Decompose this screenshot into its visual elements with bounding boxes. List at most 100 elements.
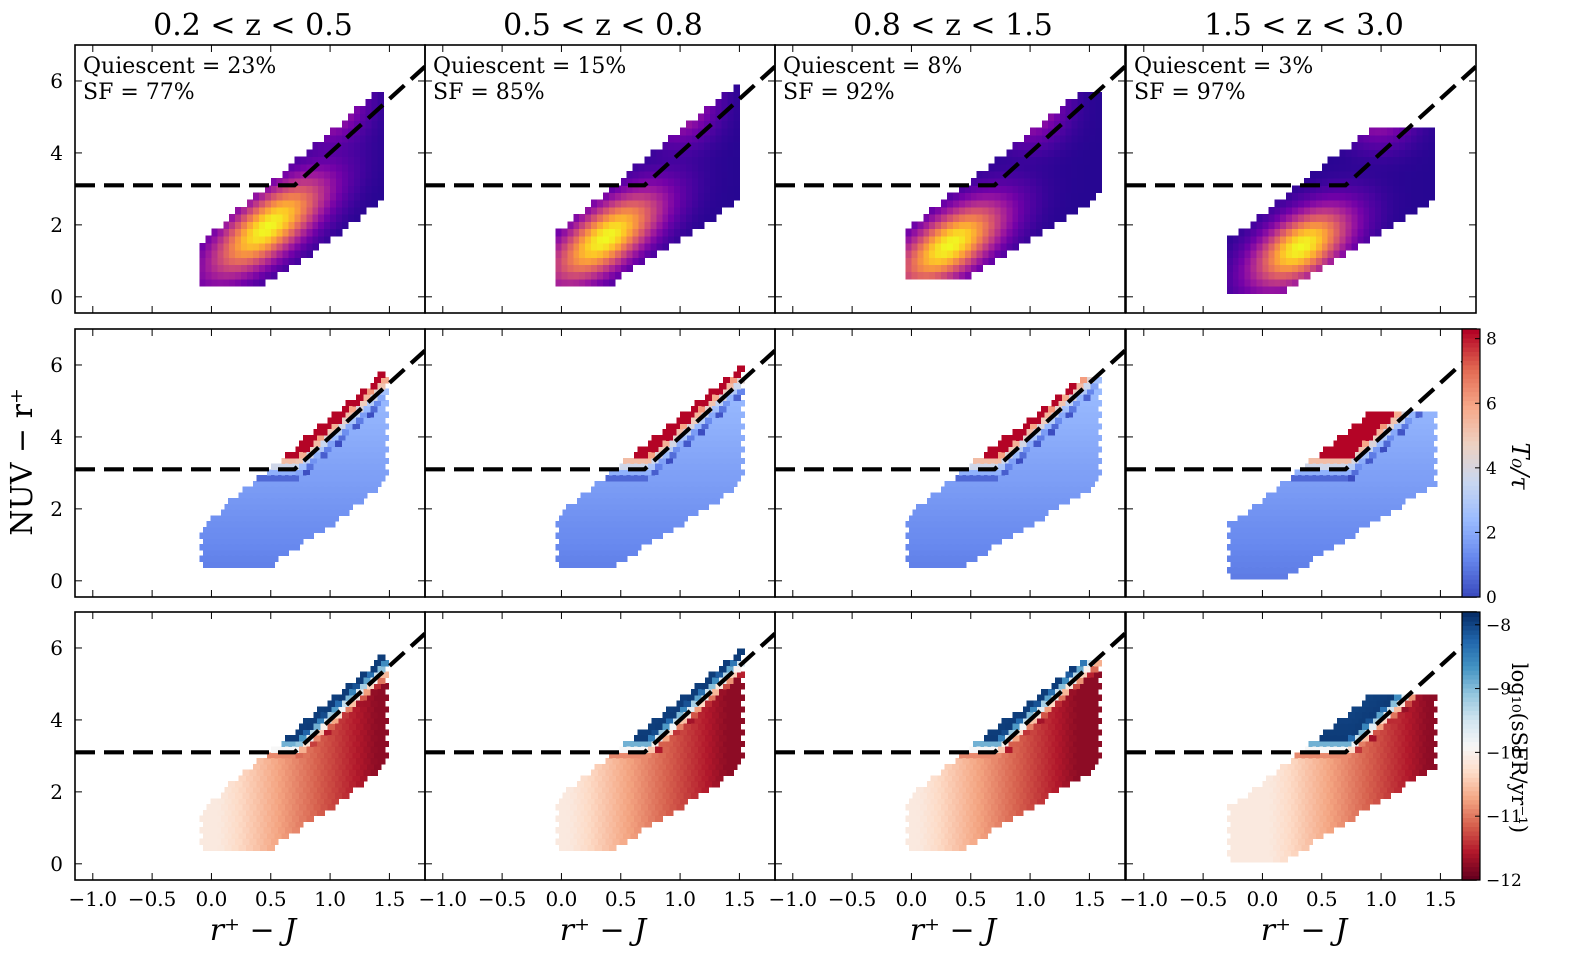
heatmap-cell [1033,440,1042,447]
heatmap-cell [1376,486,1385,493]
heatmap-cell [1340,509,1349,516]
heatmap-cell [676,735,685,742]
heatmap-cell [320,429,329,436]
heatmap-cell [1255,544,1264,551]
heatmap-cell [1347,486,1356,493]
heatmap-cell [302,526,311,534]
heatmap-cell [341,486,350,493]
heatmap-cell [288,752,297,759]
heatmap-cell [264,199,272,208]
heatmap-cell [969,781,978,788]
heatmap-cell [1051,729,1060,736]
heatmap-cell [347,185,355,194]
heatmap-cell [737,400,745,407]
heatmap-cell [712,758,720,765]
heatmap-cell [241,221,248,230]
heatmap-cell [1298,509,1306,516]
heatmap-cell [285,769,293,776]
heatmap-cell [220,838,229,845]
heatmap-cell [585,242,592,251]
heatmap-cell [651,434,660,442]
heatmap-cell [733,127,740,136]
heatmap-cell [712,475,720,482]
heatmap-cell [1248,544,1256,551]
heatmap-cell [608,192,616,201]
heatmap-cell [294,185,302,194]
heatmap-cell [630,469,638,476]
heatmap-cell [644,178,652,186]
quiescent-boundary-line [775,65,1125,188]
heatmap-cell [944,503,953,511]
heatmap-cell [1055,394,1063,401]
heatmap-cell [267,469,275,476]
heatmap-cell [294,199,302,208]
heatmap-cell [955,509,964,516]
heatmap-cell [1428,127,1436,136]
heatmap-cell [623,798,631,805]
heatmap-cell [948,769,956,776]
heatmap-cell [1062,452,1070,459]
heatmap-cell [318,156,325,165]
heatmap-cell [644,185,652,194]
heatmap-cell [580,809,589,817]
heatmap-cell [998,521,1006,528]
heatmap-cell [990,452,999,459]
heatmap-cell [722,717,731,725]
heatmap-cell [1298,206,1305,215]
heatmap-cell [729,660,738,667]
heatmap-cell [1312,486,1320,493]
heatmap-cell [292,498,300,505]
heatmap-cell [1358,423,1367,430]
heatmap-cell [267,786,275,794]
heatmap-cell [1362,463,1370,470]
heatmap-cell [1337,526,1345,534]
heatmap-cell [229,278,236,287]
heatmap-cell [1008,526,1017,534]
heatmap-cell [630,480,638,488]
heatmap-cell [235,827,243,834]
heatmap-cell [701,740,710,748]
heatmap-cell [709,185,717,194]
heatmap-cell [292,804,300,811]
heatmap-cell [1404,192,1412,201]
heatmap-cell [1358,515,1367,522]
heatmap-cell [597,264,604,273]
heatmap-cell [377,723,386,730]
heatmap-cell [1053,113,1061,122]
heatmap-cell [573,798,582,805]
heatmap-cell [616,549,624,557]
heatmap-cell [719,452,727,459]
heatmap-cell [1362,440,1370,447]
heatmap-cell [341,134,349,143]
heatmap-cell [1012,221,1019,230]
heatmap-cell [1077,199,1085,208]
heatmap-cell [988,185,996,194]
heatmap-cell [247,242,254,251]
heatmap-cell [708,411,717,419]
heatmap-cell [561,250,568,258]
heatmap-cell [947,199,954,208]
heatmap-cell [1286,228,1293,237]
heatmap-cell [238,549,247,557]
heatmap-cell [252,235,260,244]
heatmap-cell [309,492,318,499]
heatmap-cell [598,781,606,788]
heatmap-cell [658,729,667,736]
heatmap-cell [1022,446,1031,453]
heatmap-cell [1315,242,1323,251]
heatmap-cell [334,758,343,765]
heatmap-cell [1000,221,1007,230]
heatmap-cell [958,199,966,208]
heatmap-cell [929,250,936,258]
heatmap-cell [937,549,946,557]
heatmap-cell [1019,758,1028,765]
heatmap-cell [220,827,229,834]
heatmap-cell [591,486,599,493]
heatmap-cell [242,769,251,776]
heatmap-cell [1303,264,1311,273]
heatmap-cell [252,821,261,828]
heatmap-cell [633,815,642,822]
heatmap-cell [231,809,240,817]
heatmap-cell [263,758,272,765]
heatmap-cell [559,832,567,840]
